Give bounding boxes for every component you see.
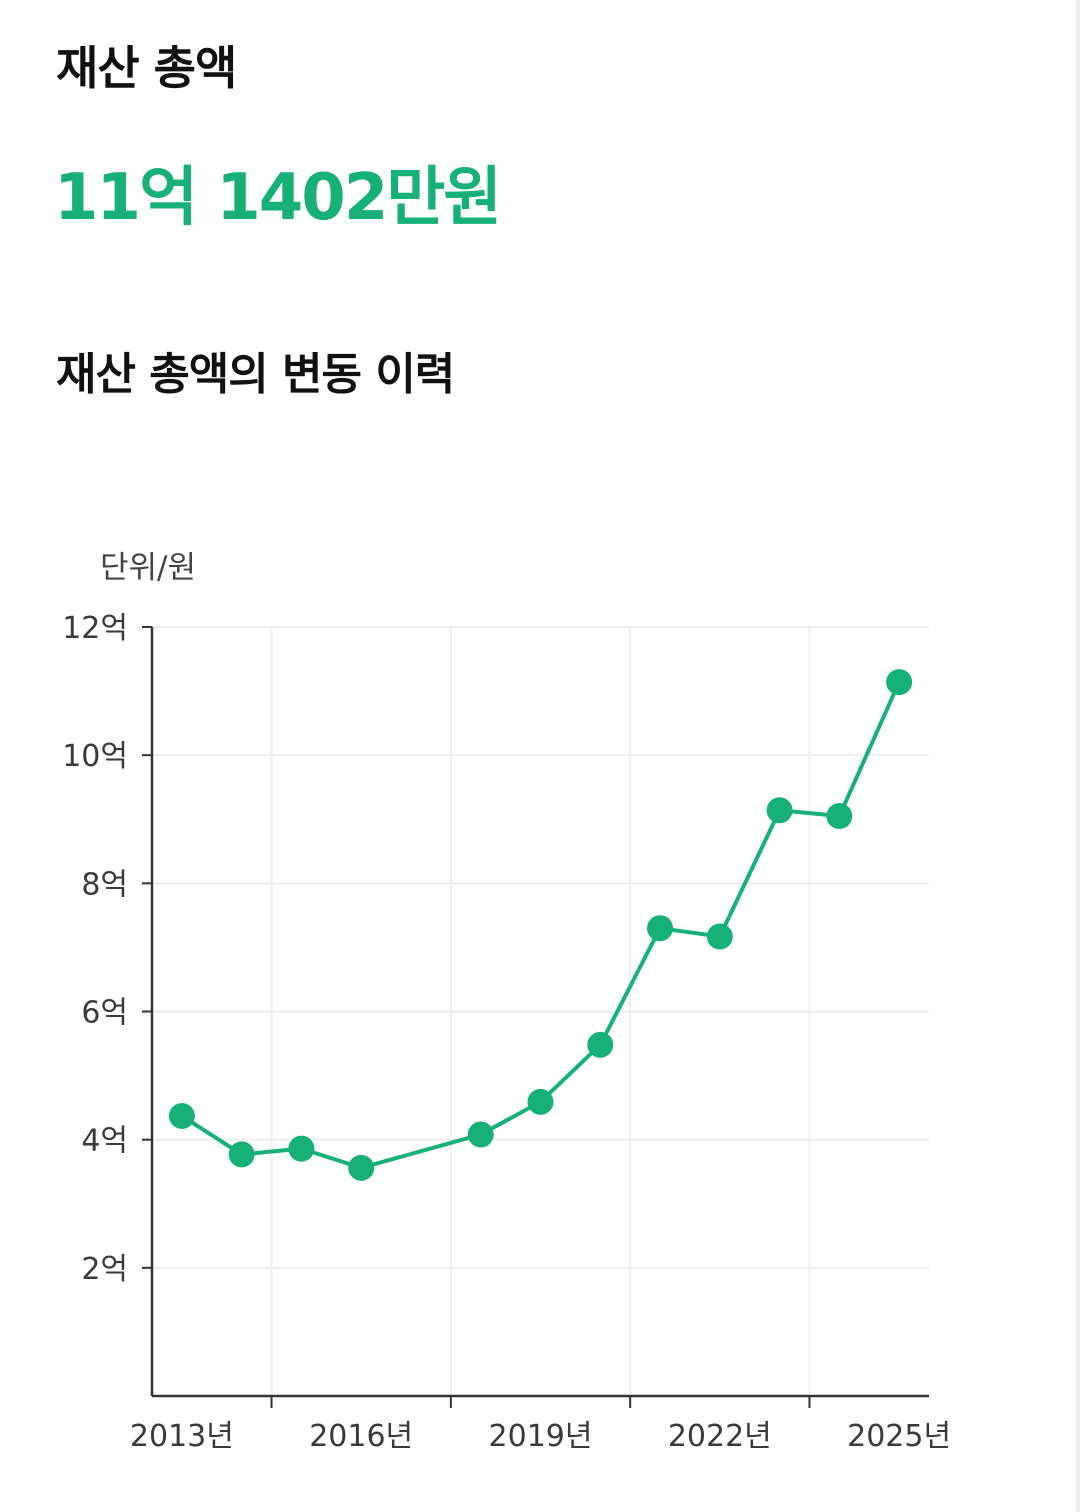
x-tick-label: 2016년	[309, 1419, 413, 1454]
chart-axes	[142, 626, 929, 1408]
data-point	[348, 1154, 375, 1181]
data-point	[228, 1141, 255, 1168]
data-point	[647, 915, 674, 942]
data-point	[168, 1102, 195, 1129]
data-point	[467, 1121, 494, 1148]
y-tick-label: 4억	[81, 1124, 128, 1159]
x-tick-label: 2025년	[847, 1419, 951, 1454]
x-tick-label: 2022년	[668, 1419, 772, 1454]
chart-unit-label: 단위/원	[100, 550, 197, 586]
data-point	[527, 1088, 554, 1115]
history-section-title: 재산 총액의 변동 이력	[56, 349, 455, 400]
scroll-edge	[1076, 0, 1080, 1512]
y-tick-label: 10억	[62, 739, 128, 774]
total-amount: 11억 1402만원	[54, 161, 502, 235]
chart-grid	[152, 626, 929, 1396]
data-point	[826, 803, 853, 830]
data-point	[288, 1135, 315, 1162]
page-title: 재산 총액	[56, 41, 237, 95]
y-tick-label: 8억	[81, 867, 128, 902]
data-point	[886, 669, 913, 696]
data-point	[587, 1031, 614, 1058]
chart-series	[168, 669, 913, 1181]
data-point	[766, 797, 793, 824]
y-tick-label: 6억	[81, 996, 128, 1031]
y-tick-label: 12억	[62, 611, 128, 646]
data-point	[706, 923, 733, 950]
chart-tick-labels: 2억 4억 6억 8억 10억 12억 2013년 2016년 2019년 2022년 2025년	[62, 611, 951, 1454]
y-tick-label: 2억	[81, 1252, 128, 1287]
x-tick-label: 2013년	[130, 1419, 234, 1454]
x-tick-label: 2019년	[489, 1419, 593, 1454]
